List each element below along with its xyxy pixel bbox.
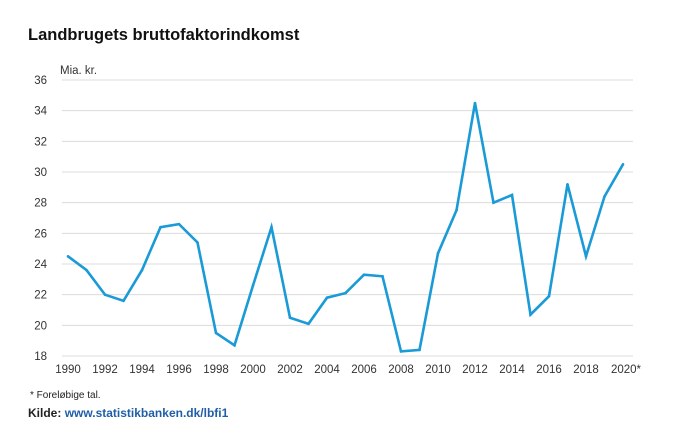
chart-title: Landbrugets bruttofaktorindkomst <box>28 26 300 44</box>
x-axis-ticks: 1990 1992 1994 1996 1998 2000 2002 2004 2006 2008… <box>55 364 641 376</box>
y-tick-label: 34 <box>34 106 47 118</box>
data-point <box>122 299 125 303</box>
data-point <box>529 313 532 316</box>
y-tick-label: 36 <box>34 75 47 87</box>
gridlines <box>62 79 633 357</box>
source-link[interactable]: www.statistikbanken.dk/lbfi1 <box>64 406 229 420</box>
data-point <box>196 241 199 244</box>
series-group <box>66 101 625 353</box>
data-point <box>455 209 458 212</box>
data-point <box>621 163 625 166</box>
series-line-0 <box>67 102 625 353</box>
y-tick-label: 28 <box>34 198 47 210</box>
footnote: * Foreløbige tal. <box>30 390 101 401</box>
x-tick-label: 2004 <box>314 364 340 376</box>
y-tick-label: 22 <box>34 290 47 302</box>
x-tick-label: 2010 <box>425 364 451 376</box>
data-point <box>66 255 70 258</box>
y-tick-label: 32 <box>34 136 47 148</box>
y-tick-label: 24 <box>34 259 47 271</box>
data-point <box>603 195 606 198</box>
data-point <box>418 348 421 352</box>
x-tick-label: 1996 <box>166 364 192 376</box>
y-tick-label: 30 <box>34 167 47 179</box>
data-point <box>159 225 162 229</box>
data-point <box>510 193 514 197</box>
source-line: Kilde: www.statistikbanken.dk/lbfi1 <box>28 406 228 420</box>
x-tick-label: 2002 <box>277 364 303 376</box>
data-point <box>344 291 347 295</box>
data-point <box>270 225 273 229</box>
x-tick-label: 2020* <box>611 364 642 376</box>
x-tick-label: 2000 <box>240 364 266 376</box>
data-point <box>177 222 181 226</box>
data-point <box>233 343 236 347</box>
y-tick-label: 18 <box>34 351 47 363</box>
x-tick-label: 2016 <box>536 364 562 376</box>
data-point <box>381 274 384 278</box>
x-tick-label: 2014 <box>499 364 525 376</box>
x-tick-label: 2012 <box>462 364 488 376</box>
x-tick-label: 1994 <box>129 364 155 376</box>
x-tick-label: 2018 <box>573 364 599 376</box>
data-point <box>103 293 107 296</box>
y-tick-label: 20 <box>34 320 47 332</box>
y-tick-label: 26 <box>34 228 47 240</box>
source-label: Kilde: <box>28 406 62 420</box>
data-point <box>362 273 366 277</box>
y-axis-ticks: 18 20 22 24 26 28 30 32 34 36 <box>34 75 47 363</box>
data-point <box>85 268 88 272</box>
data-point <box>140 268 144 272</box>
x-tick-label: 1998 <box>203 364 229 376</box>
x-tick-label: 2008 <box>388 364 414 376</box>
data-point <box>566 182 569 186</box>
x-tick-label: 1990 <box>55 364 81 376</box>
x-tick-label: 1992 <box>92 364 118 376</box>
x-tick-label: 2006 <box>351 364 377 376</box>
y-axis-unit-label: Mia. kr. <box>60 65 97 77</box>
data-point <box>251 284 255 287</box>
data-point <box>288 316 292 319</box>
data-point <box>473 101 477 105</box>
data-point <box>307 322 310 326</box>
data-point <box>436 251 440 255</box>
data-point <box>399 350 403 353</box>
data-point <box>492 201 495 204</box>
data-point <box>214 331 218 335</box>
data-point <box>584 255 588 258</box>
data-point <box>547 294 551 298</box>
data-point <box>325 296 329 300</box>
